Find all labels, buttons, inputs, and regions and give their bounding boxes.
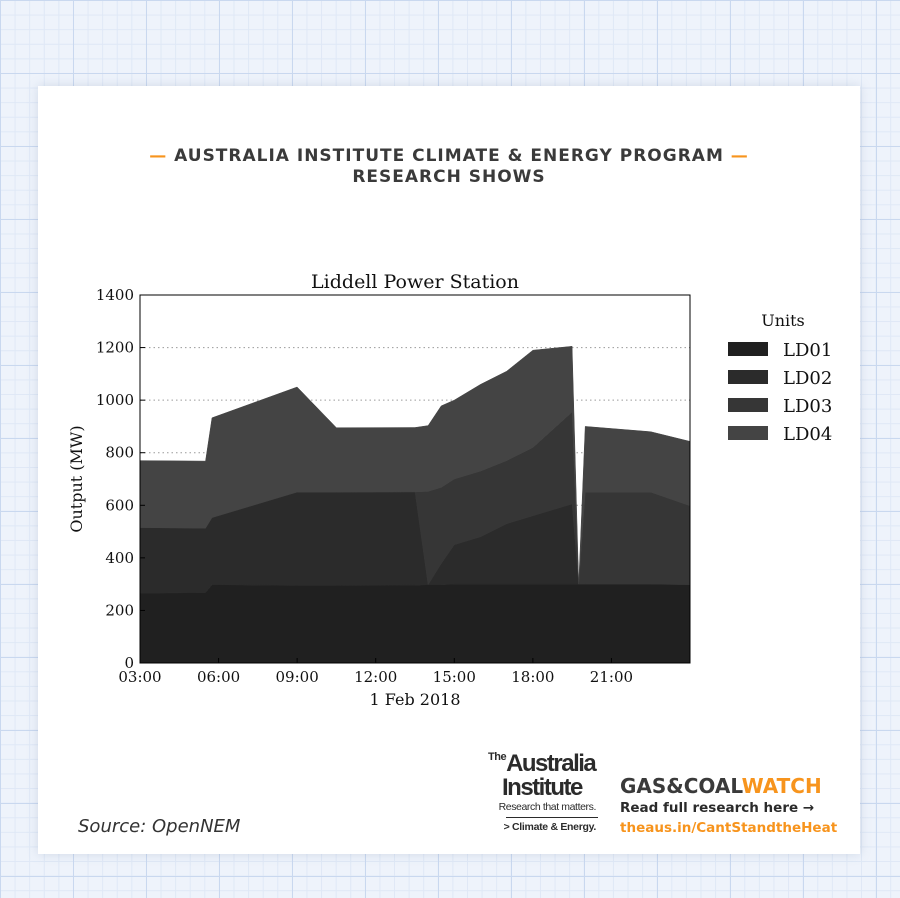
infographic-card: — AUSTRALIA INSTITUTE CLIMATE & ENERGY P… xyxy=(38,86,860,854)
legend-swatch-ld04 xyxy=(728,426,768,440)
logo-tagline: Research that matters. xyxy=(498,801,597,813)
x-tick-label: 18:00 xyxy=(511,668,554,686)
x-tick-label: 09:00 xyxy=(276,668,319,686)
y-axis-ticks: 0 200 400 600 800 1000 1200 1400 xyxy=(96,286,145,672)
x-tick-label: 21:00 xyxy=(590,668,633,686)
y-tick-label: 400 xyxy=(105,549,134,567)
legend-label-ld02: LD02 xyxy=(783,368,832,389)
area-series-ld01 xyxy=(139,583,691,664)
header-title: AUSTRALIA INSTITUTE CLIMATE & ENERGY PRO… xyxy=(174,146,724,166)
legend-swatch-ld01 xyxy=(728,342,768,356)
legend-label-ld04: LD04 xyxy=(783,424,832,445)
logo-line2: Institute xyxy=(502,774,583,801)
gas-coal-watch-logo: GAS&COALWATCH Read full research here → … xyxy=(620,776,837,835)
plot-frame xyxy=(139,294,691,664)
x-tick-label: 03:00 xyxy=(118,668,161,686)
y-tick-label: 1200 xyxy=(96,339,134,357)
y-tick-label: 800 xyxy=(105,444,134,462)
x-axis-ticks: 03:00 06:00 09:00 12:00 15:00 18:00 21:00 xyxy=(118,658,633,686)
y-tick-label: 0 xyxy=(124,654,134,672)
legend-title: Units xyxy=(761,311,805,330)
gcw-brand-b: WATCH xyxy=(741,774,822,798)
logo-sub: > Climate & Energy. xyxy=(503,820,597,833)
header-subtitle: RESEARCH SHOWS xyxy=(352,167,546,187)
research-link[interactable]: theaus.in/CantStandtheHeat xyxy=(620,819,838,836)
stacked-area-chart: Liddell Power Station 0 200 400 600 800 1000 1… xyxy=(67,271,832,709)
x-tick-label: 15:00 xyxy=(433,668,476,686)
y-tick-label: 200 xyxy=(105,601,134,619)
legend-swatch-ld03 xyxy=(728,398,768,412)
y-tick-label: 1400 xyxy=(96,286,134,304)
x-tick-label: 12:00 xyxy=(354,668,397,686)
logo-divider xyxy=(506,816,598,818)
chart-title: Liddell Power Station xyxy=(311,271,519,293)
read-research-text: Read full research here → xyxy=(620,800,815,816)
legend: Units LD01 LD02 LD03 LD04 xyxy=(728,311,832,445)
x-axis-label: 1 Feb 2018 xyxy=(369,690,460,709)
legend-label-ld03: LD03 xyxy=(783,396,832,417)
program-header: — AUSTRALIA INSTITUTE CLIMATE & ENERGY P… xyxy=(38,146,860,188)
header-dash-left: — xyxy=(149,146,168,166)
source-note: Source: OpenNEM xyxy=(78,816,241,837)
y-tick-label: 1000 xyxy=(96,391,134,409)
australia-institute-logo: TheAustralia Institute Research that mat… xyxy=(488,752,606,832)
legend-swatch-ld02 xyxy=(728,370,768,384)
legend-label-ld01: LD01 xyxy=(783,340,832,361)
logo-the: The xyxy=(488,751,507,763)
logo-line1: Australia xyxy=(506,750,597,777)
header-dash-right: — xyxy=(730,146,749,166)
area-series-group xyxy=(139,346,691,664)
y-tick-label: 600 xyxy=(105,496,134,514)
x-tick-label: 06:00 xyxy=(197,668,240,686)
gcw-brand-a: GAS&COAL xyxy=(620,774,742,798)
y-axis-label: Output (MW) xyxy=(67,425,86,532)
